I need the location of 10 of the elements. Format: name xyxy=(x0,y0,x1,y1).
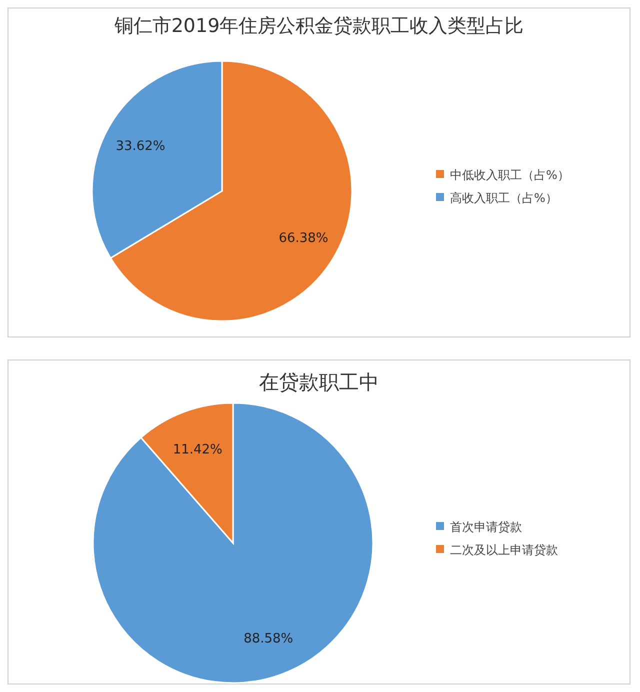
data-label: 11.42% xyxy=(172,442,222,458)
legend-label: 二次及以上申请贷款 xyxy=(450,543,558,557)
chart-title: 铜仁市2019年住房公积金贷款职工收入类型占比 xyxy=(113,15,524,37)
legend-label: 中低收入职工（占%） xyxy=(450,168,570,182)
legend-label: 首次申请贷款 xyxy=(450,520,522,534)
data-label: 33.62% xyxy=(116,138,166,154)
chart-title: 在贷款职工中 xyxy=(259,370,379,394)
data-label: 88.58% xyxy=(244,631,294,646)
legend-label: 高收入职工（占%） xyxy=(450,191,558,205)
data-label: 66.38% xyxy=(278,231,328,246)
